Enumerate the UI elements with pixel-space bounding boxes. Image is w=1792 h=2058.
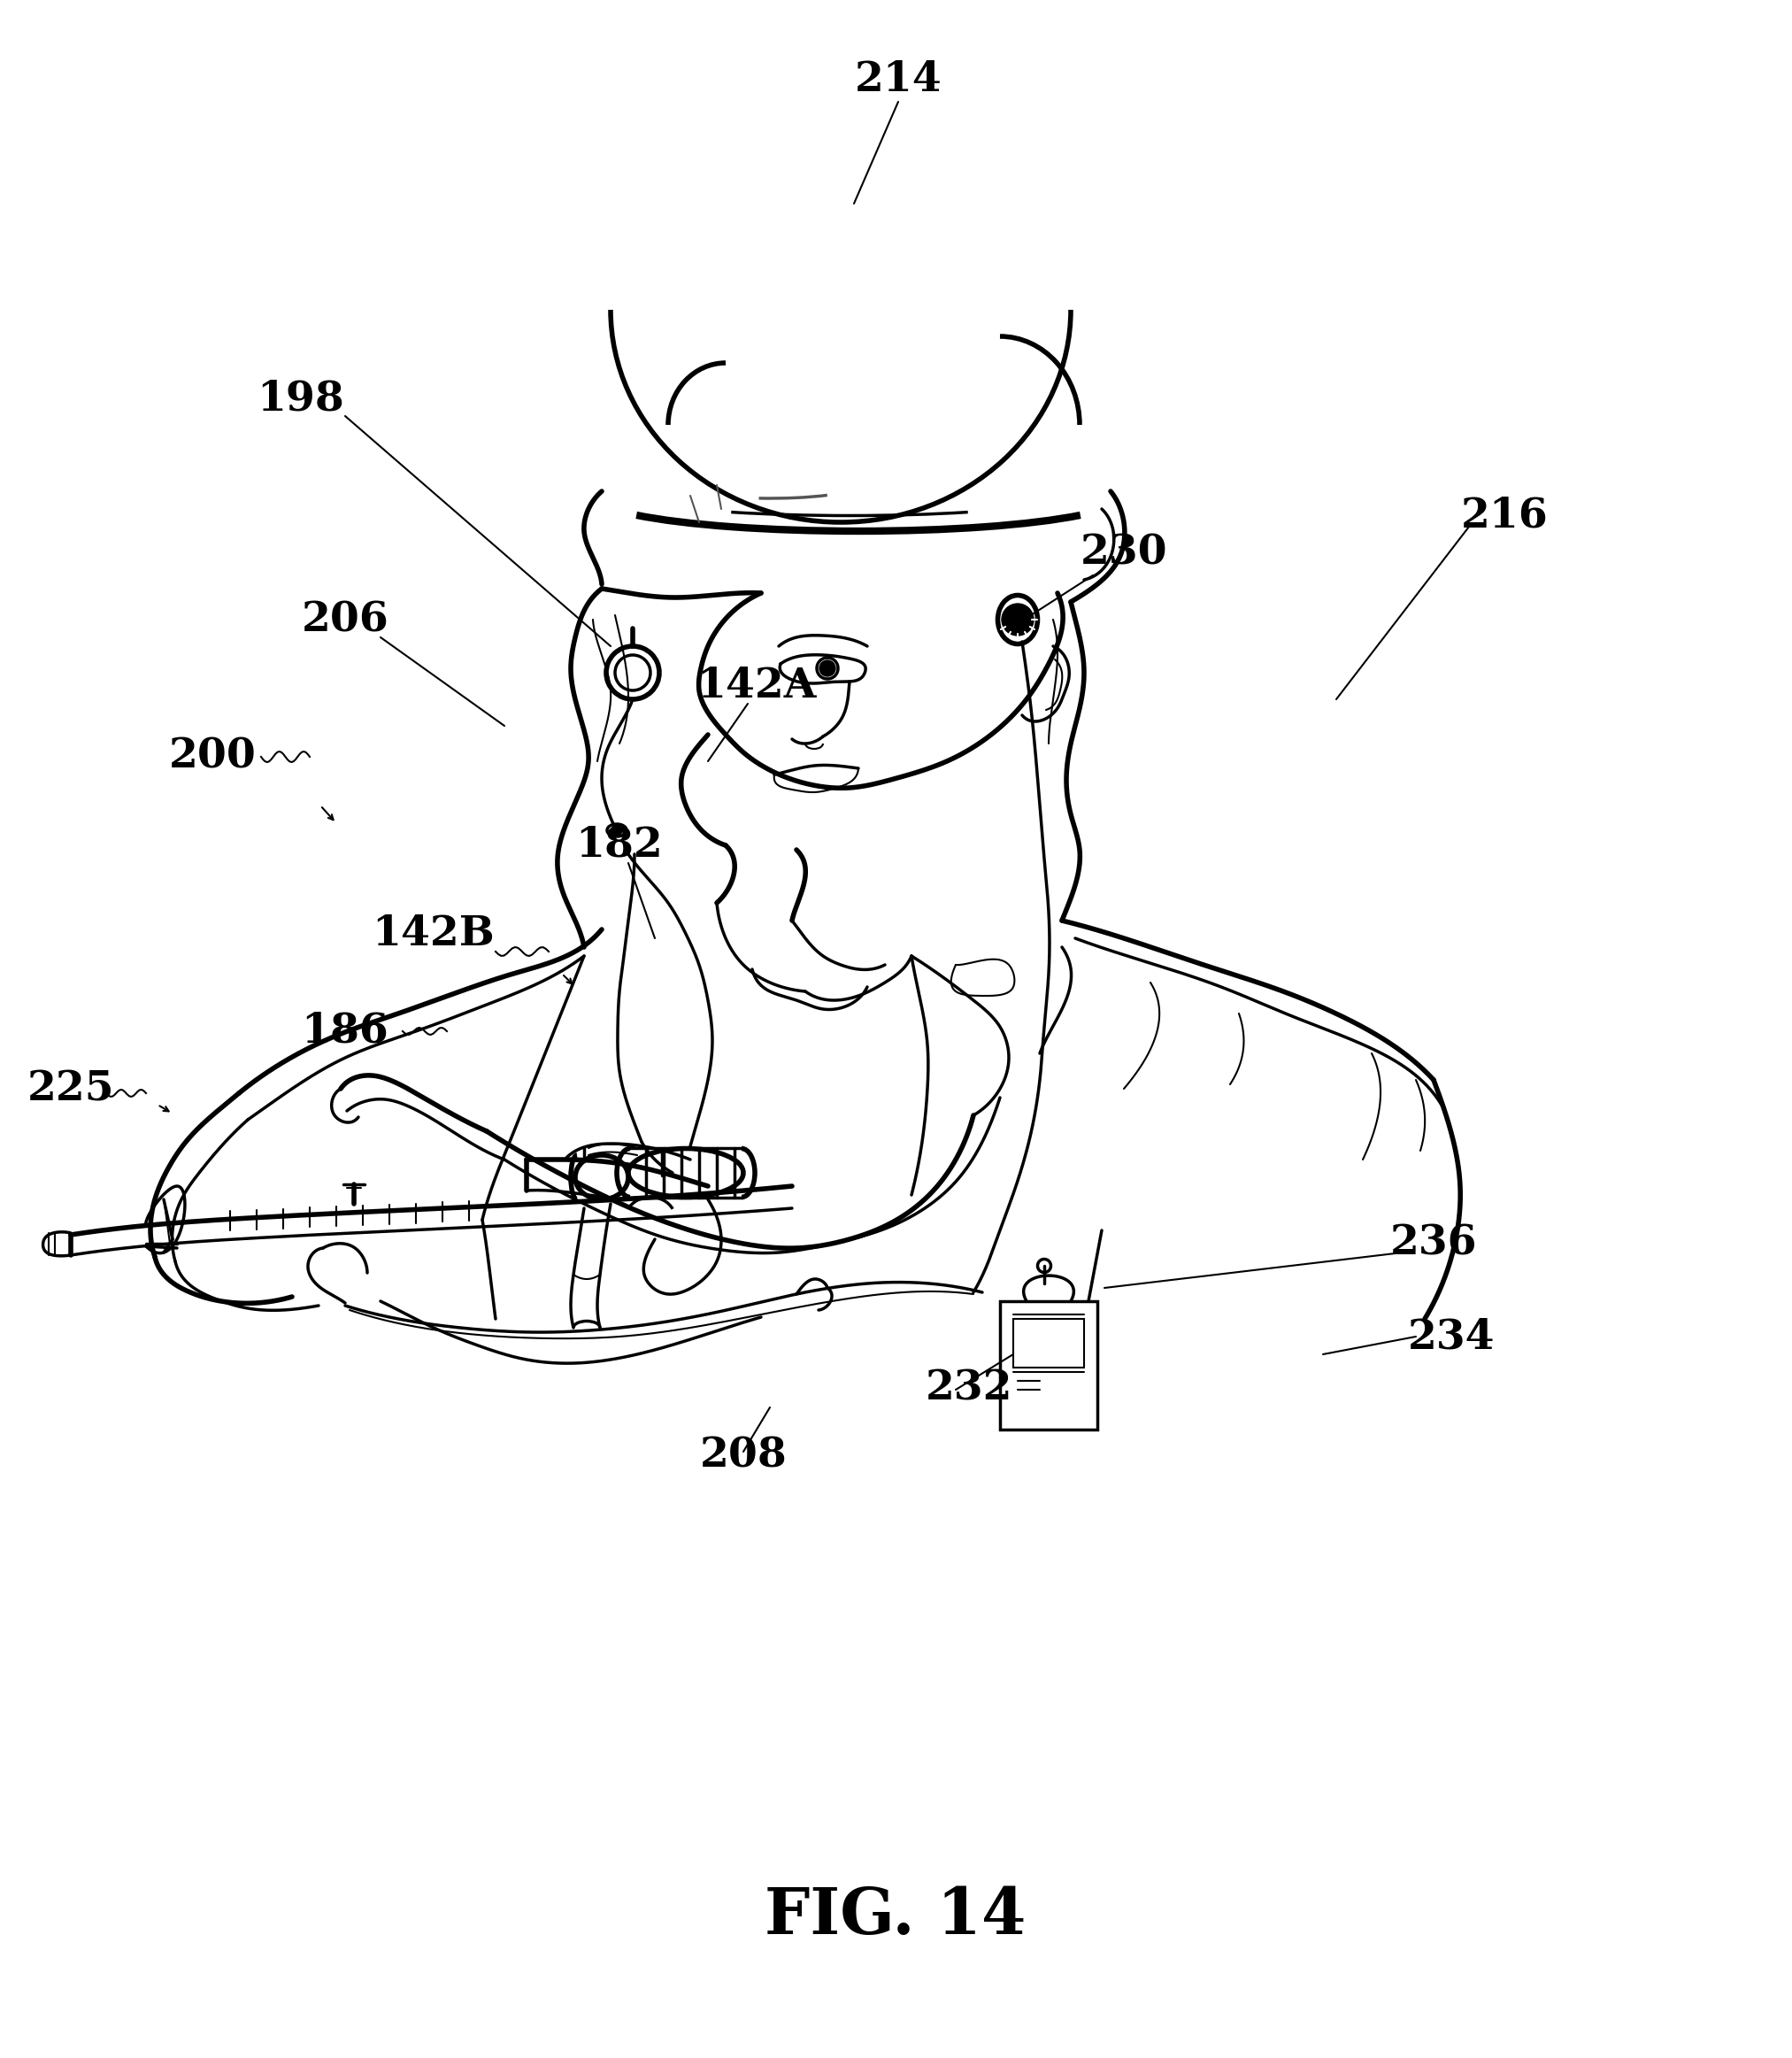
Text: 208: 208 bbox=[699, 1436, 787, 1476]
Text: 142A: 142A bbox=[697, 665, 817, 706]
Circle shape bbox=[611, 825, 622, 836]
Text: 230: 230 bbox=[1081, 533, 1168, 574]
Bar bbox=[1012, 1319, 1084, 1369]
Text: 214: 214 bbox=[855, 60, 943, 101]
Text: 186: 186 bbox=[301, 1010, 389, 1052]
Text: 232: 232 bbox=[925, 1369, 1012, 1408]
Text: 225: 225 bbox=[27, 1068, 115, 1109]
Text: 234: 234 bbox=[1409, 1317, 1495, 1356]
Text: 182: 182 bbox=[575, 825, 663, 866]
Text: 236: 236 bbox=[1391, 1222, 1477, 1264]
Text: 216: 216 bbox=[1460, 494, 1548, 535]
Circle shape bbox=[819, 661, 835, 677]
Bar bbox=[1000, 1301, 1097, 1430]
Text: 142B: 142B bbox=[373, 914, 495, 955]
Text: 200: 200 bbox=[168, 737, 256, 778]
Text: 206: 206 bbox=[301, 599, 389, 640]
Text: FIG. 14: FIG. 14 bbox=[765, 1885, 1027, 1947]
Circle shape bbox=[1002, 603, 1034, 636]
Text: 198: 198 bbox=[258, 379, 344, 418]
